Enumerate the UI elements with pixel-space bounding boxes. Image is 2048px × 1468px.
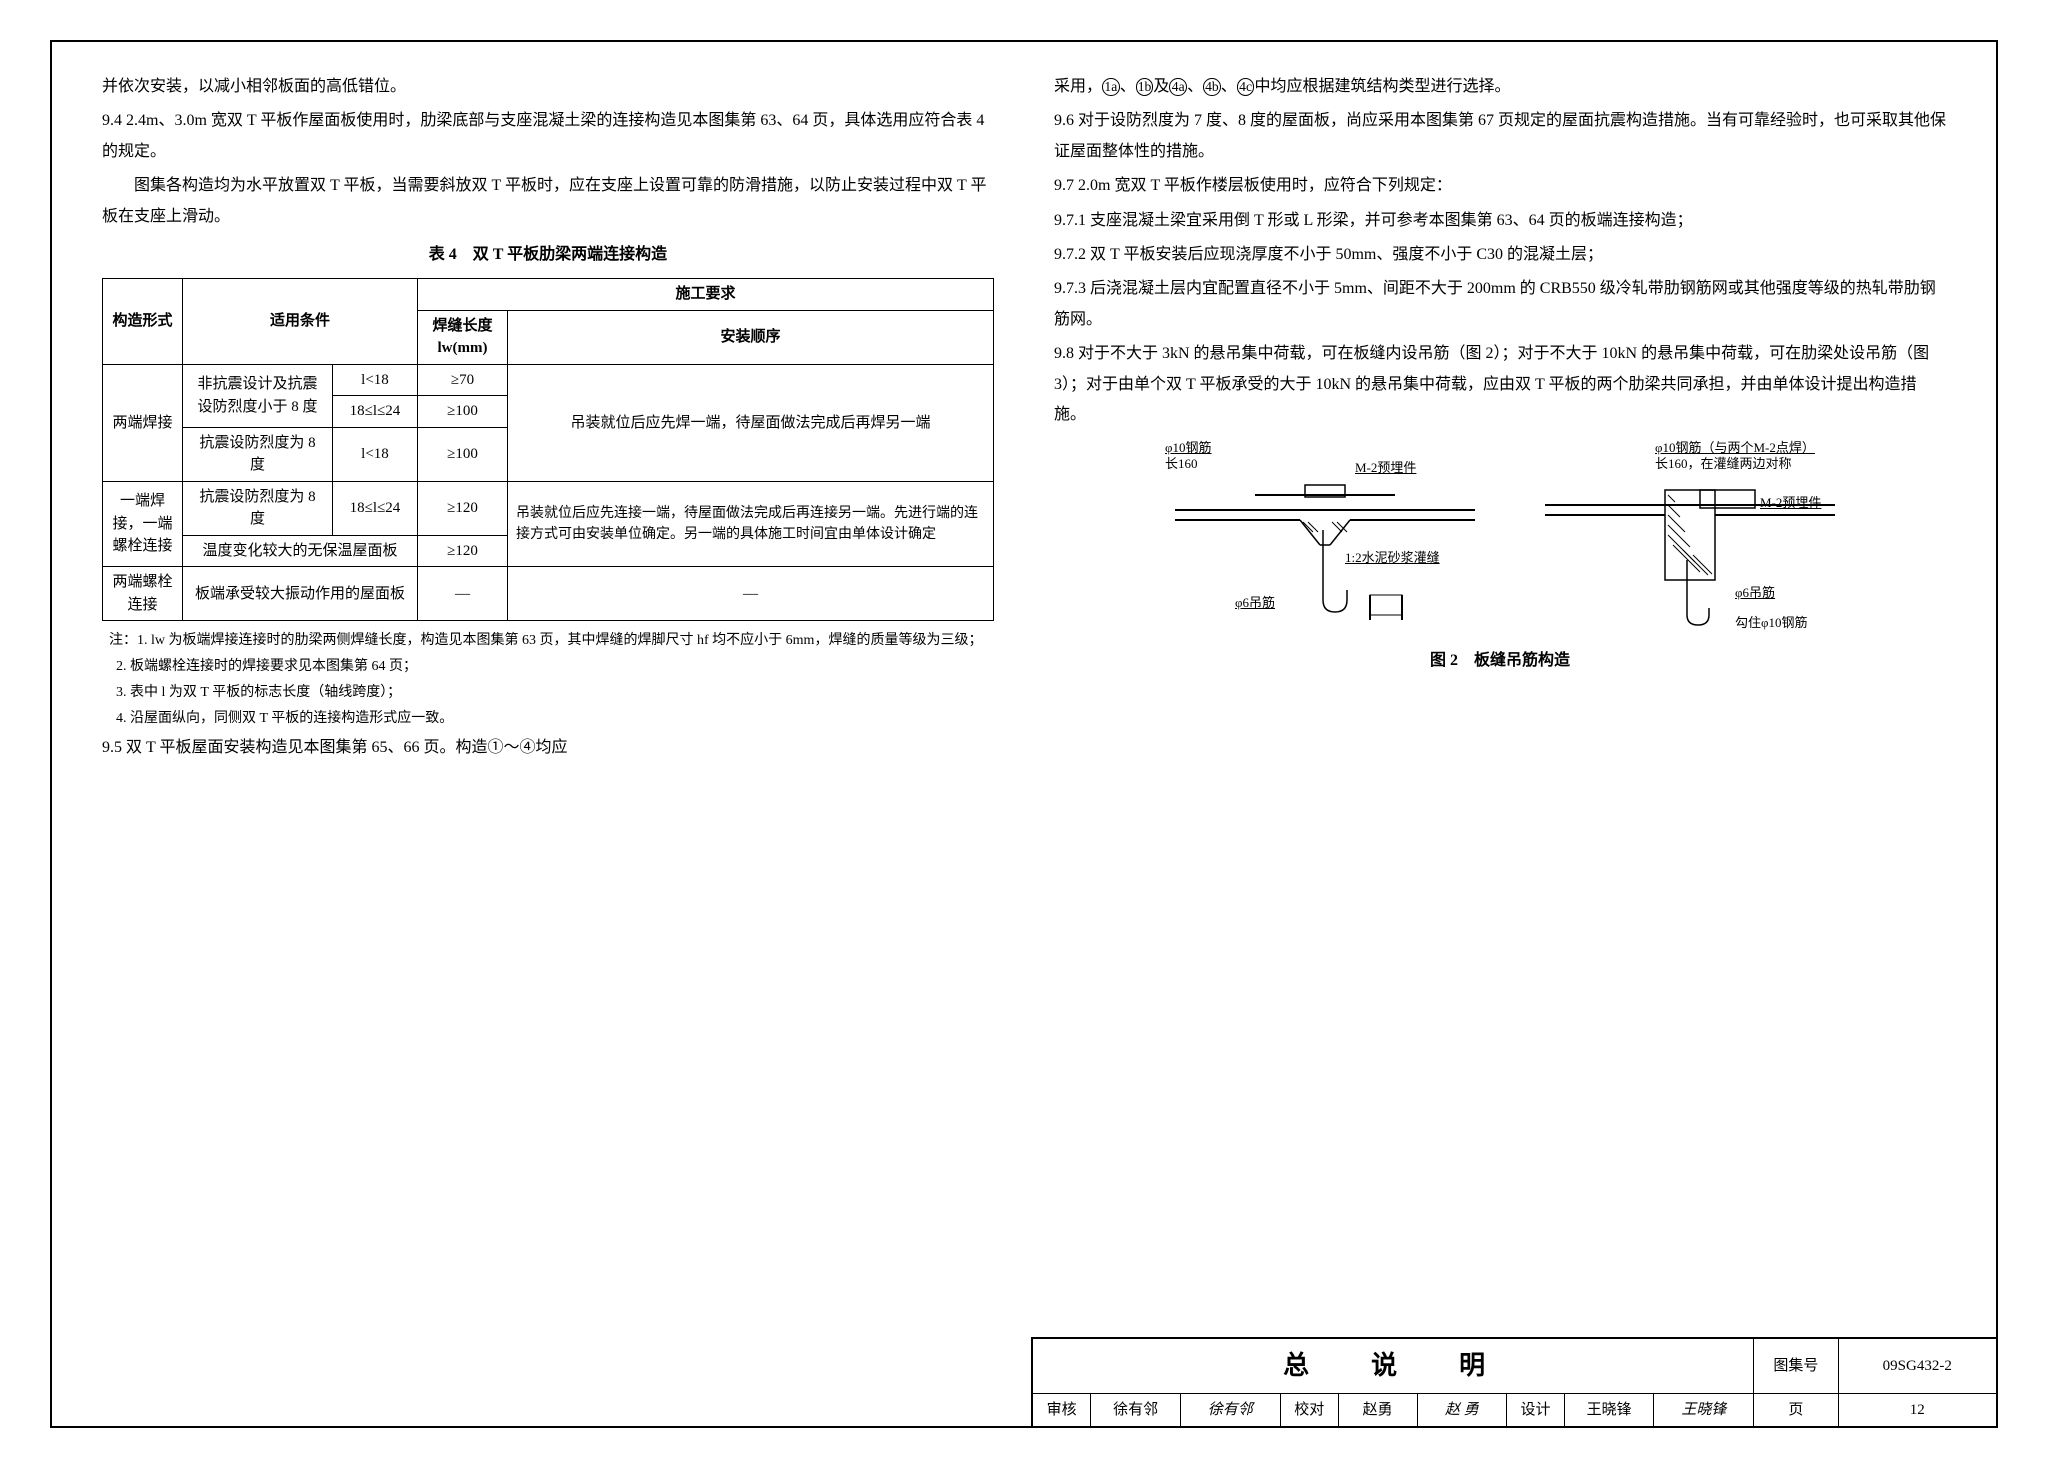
td: 非抗震设计及抗震设防烈度小于 8 度	[183, 364, 333, 427]
label: 审核	[1033, 1393, 1091, 1426]
label: φ6吊筋	[1735, 585, 1775, 601]
name: 徐有邻	[1091, 1393, 1180, 1426]
para: 9.7.3 后浇混凝土层内宜配置直径不小于 5mm、间距不大于 200mm 的 …	[1054, 274, 1946, 335]
para: 9.6 对于设防烈度为 7 度、8 度的屋面板，尚应采用本图集第 67 页规定的…	[1054, 106, 1946, 167]
table-4: 构造形式 适用条件 施工要求 焊缝长度 lw(mm) 安装顺序 两端焊接 非抗震…	[102, 278, 994, 621]
td: ≥100	[418, 396, 508, 428]
label: φ6吊筋	[1235, 595, 1275, 611]
label: φ10钢筋长160	[1165, 440, 1212, 471]
label: 勾住φ10钢筋	[1735, 615, 1808, 631]
th: 构造形式	[103, 279, 183, 365]
doc-title: 总 说 明	[1033, 1339, 1754, 1393]
label: 校对	[1280, 1393, 1338, 1426]
label: M-2预埋件	[1760, 495, 1821, 511]
figure-2: φ10钢筋长160 M-2预埋件 1:2水泥砂浆灌缝 φ6吊筋	[1054, 440, 1946, 640]
para: 9.4 2.4m、3.0m 宽双 T 平板作屋面板使用时，肋梁底部与支座混凝土梁…	[102, 106, 994, 167]
td: 抗震设防烈度为 8 度	[183, 481, 333, 535]
para: 9.7.1 支座混凝土梁宜采用倒 T 形或 L 形梁，并可参考本图集第 63、6…	[1054, 206, 1946, 236]
td: 18≤l≤24	[333, 481, 418, 535]
para: 9.8 对于不大于 3kN 的悬吊集中荷载，可在板缝内设吊筋（图 2）；对于不大…	[1054, 339, 1946, 430]
drawing-number: 09SG432-2	[1838, 1339, 1996, 1393]
para: 采用，1a、1b及4a、4b、4c中均应根据建筑结构类型进行选择。	[1054, 72, 1946, 102]
td: 吊装就位后应先焊一端，待屋面做法完成后再焊另一端	[508, 364, 994, 481]
para: 图集各构造均为水平放置双 T 平板，当需要斜放双 T 平板时，应在支座上设置可靠…	[102, 171, 994, 232]
th: 适用条件	[183, 279, 418, 365]
signature: 徐有邻	[1180, 1393, 1280, 1426]
para: 并依次安装，以减小相邻板面的高低错位。	[102, 72, 994, 102]
title-block: 总 说 明 图集号 09SG432-2 审核 徐有邻 徐有邻 校对 赵勇 赵 勇…	[1031, 1337, 1996, 1426]
page-frame: 并依次安装，以减小相邻板面的高低错位。 9.4 2.4m、3.0m 宽双 T 平…	[50, 40, 1998, 1428]
figure-2-left: φ10钢筋长160 M-2预埋件 1:2水泥砂浆灌缝 φ6吊筋	[1145, 440, 1495, 640]
th: 安装顺序	[508, 310, 994, 364]
page-number: 12	[1838, 1393, 1996, 1426]
td: l<18	[333, 364, 418, 396]
table-notes: 注：1. lw 为板端焊接连接时的肋梁两侧焊缝长度，构造见本图集第 63 页，其…	[102, 629, 994, 730]
td: ≥70	[418, 364, 508, 396]
label: 1:2水泥砂浆灌缝	[1345, 550, 1440, 566]
td: l<18	[333, 427, 418, 481]
name: 王晓锋	[1564, 1393, 1653, 1426]
note: 2. 板端螺栓连接时的焊接要求见本图集第 64 页；	[144, 655, 994, 679]
table-title: 表 4 双 T 平板肋梁两端连接构造	[102, 240, 994, 270]
two-column-layout: 并依次安装，以减小相邻板面的高低错位。 9.4 2.4m、3.0m 宽双 T 平…	[102, 72, 1946, 767]
label: 页	[1754, 1393, 1838, 1426]
td: 两端焊接	[103, 364, 183, 481]
td: 抗震设防烈度为 8 度	[183, 427, 333, 481]
note: 3. 表中 l 为双 T 平板的标志长度（轴线跨度）；	[144, 681, 994, 705]
td: —	[508, 567, 994, 621]
figure-caption: 图 2 板缝吊筋构造	[1054, 646, 1946, 676]
figure-2-right: φ10钢筋（与两个M-2点焊）长160，在灌缝两边对称 M-2预埋件 φ6吊筋 …	[1525, 440, 1855, 640]
td: ≥120	[418, 535, 508, 567]
para: 9.7 2.0m 宽双 T 平板作楼层板使用时，应符合下列规定：	[1054, 171, 1946, 201]
note: 注：1. lw 为板端焊接连接时的肋梁两侧焊缝长度，构造见本图集第 63 页，其…	[144, 629, 994, 653]
label: M-2预埋件	[1355, 460, 1416, 476]
td: 一端焊接，一端螺栓连接	[103, 481, 183, 567]
td: 吊装就位后应先连接一端，待屋面做法完成后再连接另一端。先进行端的连接方式可由安装…	[508, 481, 994, 567]
para: 9.5 双 T 平板屋面安装构造见本图集第 65、66 页。构造①～④均应	[102, 733, 994, 763]
signature: 王晓锋	[1654, 1393, 1754, 1426]
name: 赵勇	[1338, 1393, 1417, 1426]
td: 18≤l≤24	[333, 396, 418, 428]
left-column: 并依次安装，以减小相邻板面的高低错位。 9.4 2.4m、3.0m 宽双 T 平…	[102, 72, 994, 767]
th: 施工要求	[418, 279, 994, 311]
label: 设计	[1507, 1393, 1565, 1426]
signature: 赵 勇	[1417, 1393, 1506, 1426]
label: φ10钢筋（与两个M-2点焊）长160，在灌缝两边对称	[1655, 440, 1815, 471]
td: 温度变化较大的无保温屋面板	[183, 535, 418, 567]
right-column: 采用，1a、1b及4a、4b、4c中均应根据建筑结构类型进行选择。 9.6 对于…	[1054, 72, 1946, 767]
td: ≥120	[418, 481, 508, 535]
th: 焊缝长度 lw(mm)	[418, 310, 508, 364]
para: 9.7.2 双 T 平板安装后应现浇厚度不小于 50mm、强度不小于 C30 的…	[1054, 240, 1946, 270]
td: ≥100	[418, 427, 508, 481]
td: 两端螺栓连接	[103, 567, 183, 621]
td: 板端承受较大振动作用的屋面板	[183, 567, 418, 621]
label: 图集号	[1754, 1339, 1838, 1393]
note: 4. 沿屋面纵向，同侧双 T 平板的连接构造形式应一致。	[144, 707, 994, 731]
td: —	[418, 567, 508, 621]
